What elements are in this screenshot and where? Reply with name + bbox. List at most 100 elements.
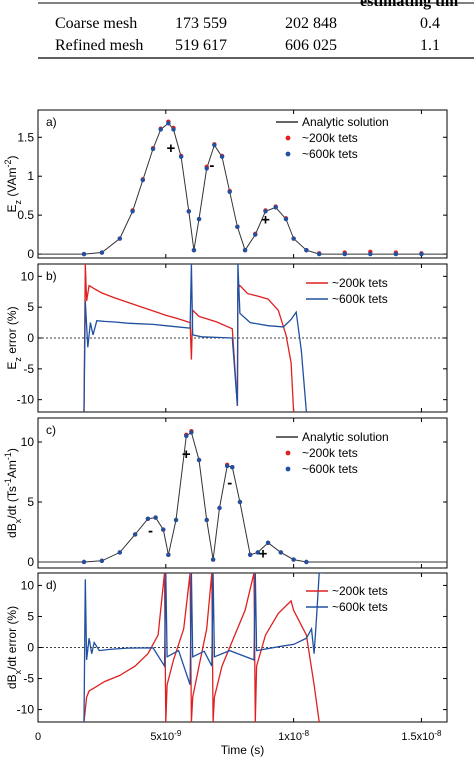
- table-header-fragment: estimating tim: [360, 0, 459, 10]
- x-tick-label-base: 5x10: [150, 731, 174, 743]
- y-axis-label-part: (VAm: [5, 168, 19, 200]
- data-point-refined: [186, 209, 192, 214]
- y-axis-label: Ez (VAm-2): [3, 156, 23, 213]
- x-tick-label: 5x10-9: [150, 729, 182, 744]
- y-tick-label: 5: [27, 300, 34, 314]
- x-tick-label-exp: -8: [434, 729, 442, 738]
- y-axis-label-part: ): [5, 448, 19, 452]
- data-point-refined: [173, 517, 179, 523]
- data-point-refined: [230, 465, 235, 470]
- y-axis-label-part: dB: [5, 523, 19, 538]
- panel-label: b): [46, 269, 57, 283]
- series-group: [38, 119, 447, 257]
- data-point-refined: [204, 517, 209, 523]
- data-point-refined: [158, 127, 163, 132]
- data-point-refined: [224, 463, 230, 469]
- y-axis-label-part: error (%): [5, 306, 19, 357]
- data-point-refined: [184, 433, 189, 439]
- data-point-refined: [191, 248, 197, 253]
- y-tick-label: 10: [21, 269, 35, 283]
- y-axis-label-part: -1: [3, 452, 13, 460]
- table-row-refined-c2: 606 025: [285, 37, 337, 54]
- data-point-refined: [166, 121, 171, 126]
- data-point-refined: [140, 177, 146, 183]
- data-point-refined: [304, 248, 309, 253]
- data-point-refined: [145, 516, 151, 521]
- data-point-refined: [178, 154, 184, 159]
- data-point-refined: [99, 558, 105, 563]
- data-point-refined: [316, 251, 322, 257]
- data-point-refined: [393, 251, 399, 257]
- legend-label: ~200k tets: [302, 446, 358, 460]
- sign-annotation: -: [209, 157, 214, 174]
- y-tick-label: 0.5: [17, 208, 34, 222]
- y-axis-label-part: ): [5, 156, 19, 160]
- legend-label: ~200k tets: [332, 276, 388, 290]
- x-axis-label: Time (s): [221, 743, 265, 757]
- data-point-refined: [210, 557, 216, 562]
- legend-label: Analytic solution: [302, 430, 389, 444]
- legend-label: ~600k tets: [332, 292, 388, 306]
- data-point-refined: [273, 205, 278, 210]
- data-point-refined: [99, 250, 105, 255]
- y-tick-label: 0: [27, 247, 34, 261]
- table-row-coarse-c1: 173 559: [175, 15, 227, 32]
- data-point-refined: [212, 142, 217, 148]
- y-tick-label: 5: [27, 609, 34, 623]
- mesh-table: estimating tim Coarse mesh 173 559 202 8…: [38, 0, 474, 59]
- y-axis-label-part: dB: [5, 674, 19, 689]
- y-tick-label: -5: [23, 362, 34, 376]
- y-axis-label-part: z: [13, 357, 23, 362]
- y-tick-label: 0: [27, 641, 34, 655]
- panel-2: -10 -5 0 5 10 Ez error (%) b) ~200k tets ~600k t…: [5, 263, 448, 413]
- data-point-refined: [419, 251, 424, 257]
- x-tick-label-base: 1x10: [278, 731, 302, 743]
- data-point-refined: [150, 146, 156, 152]
- data-point-refined: [196, 216, 202, 222]
- y-axis-label-part: E: [5, 204, 19, 212]
- y-tick-label: 1.5: [17, 130, 34, 144]
- data-point-refined: [253, 232, 258, 237]
- table-row-refined-c3: 1.1: [420, 37, 440, 54]
- data-point-refined: [217, 505, 222, 511]
- data-point-refined: [263, 209, 268, 214]
- coarse-line: [83, 264, 295, 412]
- sign-annotation: +: [167, 140, 176, 157]
- legend-label: ~200k tets: [302, 131, 358, 145]
- table-row-coarse-c3: 0.4: [420, 15, 440, 32]
- x-tick-label-exp: -8: [302, 729, 310, 738]
- coarse-line: [83, 573, 320, 722]
- table-row-refined-c1: 519 617: [175, 37, 227, 54]
- refined-line: [83, 264, 308, 412]
- data-point-refined: [81, 559, 87, 565]
- data-point-refined: [153, 515, 158, 520]
- data-point-refined: [117, 550, 123, 555]
- legend-label: ~600k tets: [302, 147, 358, 161]
- data-point-refined: [219, 154, 225, 159]
- data-point-refined: [204, 166, 209, 171]
- y-axis-label-part: /dt (Ts: [5, 486, 19, 519]
- legend-marker: [285, 151, 291, 157]
- sign-annotation: +: [259, 545, 268, 562]
- data-point-refined: [227, 189, 232, 194]
- data-point-refined: [81, 251, 87, 257]
- data-point-refined: [196, 457, 202, 463]
- y-axis-label-part: -2: [3, 160, 13, 168]
- y-axis-label-part: x: [13, 669, 23, 674]
- x-tick-label-exp: -9: [174, 729, 182, 738]
- data-point-refined: [171, 127, 176, 132]
- x-tick-label: 1.5x10-8: [401, 729, 442, 744]
- legend-marker: [285, 466, 291, 472]
- data-point-refined: [255, 550, 261, 555]
- data-point-refined: [166, 552, 171, 557]
- x-tick-label-base: 1.5x10: [401, 731, 434, 743]
- legend-label: ~600k tets: [302, 462, 358, 476]
- y-axis-label: Ez error (%): [5, 306, 23, 369]
- x-tick-label: 1x10-8: [278, 729, 310, 744]
- sign-annotation: -: [227, 475, 232, 492]
- data-point-refined: [132, 532, 138, 537]
- data-point-refined: [247, 552, 253, 557]
- legend-marker: [285, 450, 291, 456]
